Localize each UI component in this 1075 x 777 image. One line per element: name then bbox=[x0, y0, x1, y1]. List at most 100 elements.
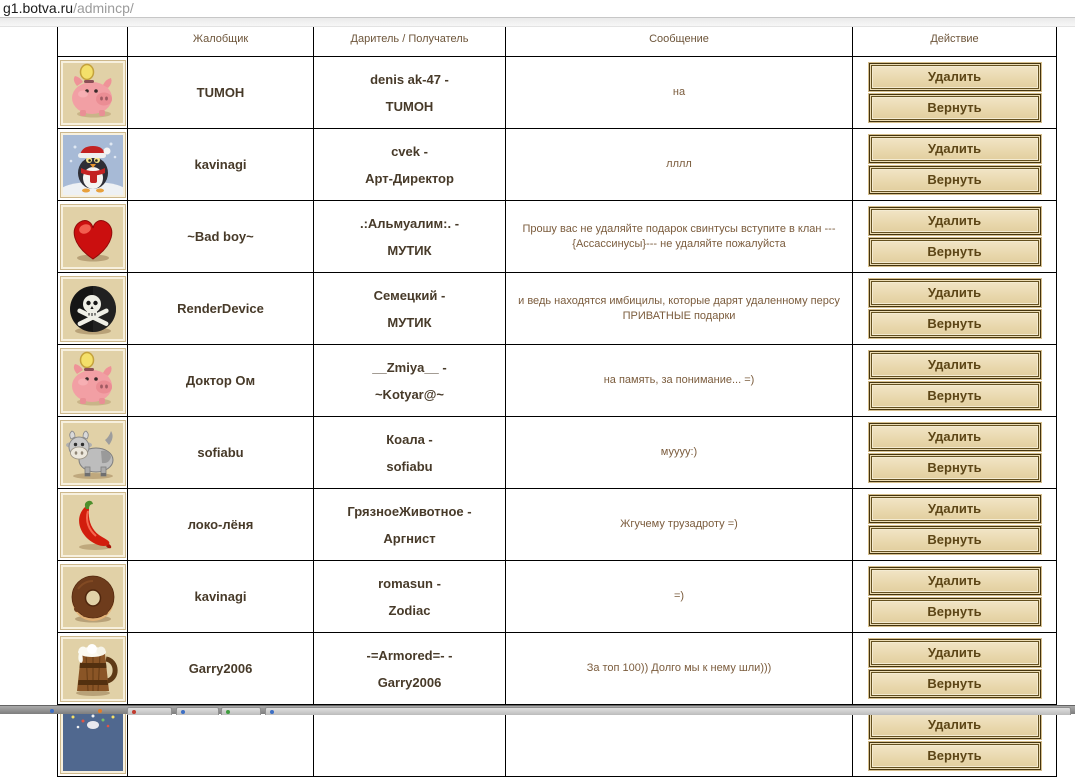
chili-pepper-icon bbox=[62, 494, 123, 555]
giver-name: -=Armored=- - bbox=[366, 647, 453, 663]
gift-image-frame bbox=[59, 707, 126, 774]
blue-app-icon bbox=[181, 710, 185, 714]
taskbar-button[interactable] bbox=[176, 707, 219, 715]
green-app-icon bbox=[226, 710, 230, 714]
orange-app-icon[interactable] bbox=[98, 709, 102, 713]
complainant-name bbox=[127, 704, 314, 777]
piggy-bank-icon bbox=[62, 62, 123, 123]
delete-button[interactable]: Удалить bbox=[868, 567, 1041, 595]
gift-image-frame bbox=[59, 563, 126, 630]
gift-image-frame bbox=[59, 275, 126, 342]
complaint-message: лллл bbox=[505, 128, 853, 201]
receiver-name: Garry2006 bbox=[377, 674, 442, 690]
delete-button[interactable]: Удалить bbox=[868, 207, 1041, 235]
complainant-name: Garry2006 bbox=[127, 632, 314, 705]
gift-image-frame bbox=[59, 131, 126, 198]
delete-button[interactable]: Удалить bbox=[868, 423, 1041, 451]
complaint-message: на память, за понимание... =) bbox=[505, 344, 853, 417]
giver-name: romasun - bbox=[378, 575, 441, 591]
complainant-name: kavinagi bbox=[127, 560, 314, 633]
receiver-name: Аргнист bbox=[383, 530, 436, 546]
giver-name: .:Альмуалим:. - bbox=[359, 215, 460, 231]
complaint-message: =) bbox=[505, 560, 853, 633]
receiver-name: МУТИК bbox=[387, 242, 432, 258]
return-button[interactable]: Вернуть bbox=[868, 94, 1041, 122]
url-host: g1.botva.ru bbox=[3, 0, 74, 16]
red-app-icon bbox=[132, 710, 136, 714]
complainant-name: локо-лёня bbox=[127, 488, 314, 561]
blue-app-icon bbox=[270, 710, 274, 714]
receiver-name: TUMOH bbox=[385, 98, 434, 114]
taskbar-button[interactable] bbox=[265, 707, 1071, 715]
return-button[interactable]: Вернуть bbox=[868, 310, 1041, 338]
windows-taskbar bbox=[0, 705, 1075, 715]
table-row: Garry2006 -=Armored=- - Garry2006 За топ… bbox=[57, 632, 1057, 705]
giver-name: __Zmiya__ - bbox=[372, 359, 447, 375]
cow-icon bbox=[62, 422, 123, 483]
complainant-name: sofiabu bbox=[127, 416, 314, 489]
delete-button[interactable]: Удалить bbox=[868, 711, 1041, 739]
complaint-message: Прошу вас не удаляйте подарок свинтусы в… bbox=[505, 200, 853, 273]
blue-app-icon[interactable] bbox=[50, 709, 54, 713]
complaints-table: Жалобщик Даритель / Получатель Сообщение… bbox=[57, 0, 1057, 777]
complainant-name: TUMOH bbox=[127, 56, 314, 129]
return-button[interactable]: Вернуть bbox=[868, 742, 1041, 770]
delete-button[interactable]: Удалить bbox=[868, 639, 1041, 667]
return-button[interactable]: Вернуть bbox=[868, 382, 1041, 410]
table-row: RenderDevice Семецкий - МУТИК и ведь нах… bbox=[57, 272, 1057, 345]
receiver-name: Арт-Директор bbox=[365, 170, 454, 186]
delete-button[interactable]: Удалить bbox=[868, 495, 1041, 523]
return-button[interactable]: Вернуть bbox=[868, 166, 1041, 194]
table-row: ~Bad boy~ .:Альмуалим:. - МУТИК Прошу ва… bbox=[57, 200, 1057, 273]
return-button[interactable]: Вернуть bbox=[868, 526, 1041, 554]
giver-name: cvek - bbox=[391, 143, 428, 159]
browser-chrome-edge bbox=[0, 17, 1075, 26]
page-url: g1.botva.ru/admincp/ bbox=[3, 0, 134, 16]
receiver-name: МУТИК bbox=[387, 314, 432, 330]
taskbar-button[interactable] bbox=[221, 707, 261, 715]
admin-complaints-panel: Жалобщик Даритель / Получатель Сообщение… bbox=[57, 0, 1057, 777]
url-path: /admincp/ bbox=[73, 0, 134, 16]
table-row: Удалить Вернуть bbox=[57, 704, 1057, 777]
heart-icon bbox=[62, 206, 123, 267]
gift-image-frame bbox=[59, 491, 126, 558]
complainant-name: RenderDevice bbox=[127, 272, 314, 345]
table-row: TUMOH denis ak-47 - TUMOH на Удалить Вер… bbox=[57, 56, 1057, 129]
table-row: Доктор Ом __Zmiya__ - ~Kotyar@~ на памят… bbox=[57, 344, 1057, 417]
table-row: kavinagi cvek - Арт-Директор лллл Удалит… bbox=[57, 128, 1057, 201]
piggy-bank-icon bbox=[62, 350, 123, 411]
gift-image-frame bbox=[59, 59, 126, 126]
receiver-name: ~Kotyar@~ bbox=[374, 386, 445, 402]
return-button[interactable]: Вернуть bbox=[868, 454, 1041, 482]
table-row: kavinagi romasun - Zodiac =) Удалить Вер… bbox=[57, 560, 1057, 633]
delete-button[interactable]: Удалить bbox=[868, 351, 1041, 379]
giver-name: Коала - bbox=[386, 431, 433, 447]
complaint-message: За топ 100)) Долго мы к нему шли))) bbox=[505, 632, 853, 705]
giver-name: Семецкий - bbox=[373, 287, 446, 303]
table-row: локо-лёня ГрязноеЖивотное - Аргнист Жгуч… bbox=[57, 488, 1057, 561]
donut-icon bbox=[62, 566, 123, 627]
delete-button[interactable]: Удалить bbox=[868, 135, 1041, 163]
delete-button[interactable]: Удалить bbox=[868, 63, 1041, 91]
gift-image-frame bbox=[59, 635, 126, 702]
delete-button[interactable]: Удалить bbox=[868, 279, 1041, 307]
taskbar-button[interactable] bbox=[127, 707, 172, 715]
complainant-name: Доктор Ом bbox=[127, 344, 314, 417]
receiver-name: sofiabu bbox=[386, 458, 433, 474]
night-sky-icon bbox=[62, 710, 123, 771]
complaint-message: Жгучему трузадроту =) bbox=[505, 488, 853, 561]
return-button[interactable]: Вернуть bbox=[868, 238, 1041, 266]
beer-mug-icon bbox=[62, 638, 123, 699]
complaint-message bbox=[505, 704, 853, 777]
receiver-name: Zodiac bbox=[388, 602, 431, 618]
return-button[interactable]: Вернуть bbox=[868, 670, 1041, 698]
gift-image-frame bbox=[59, 419, 126, 486]
table-row: sofiabu Коала - sofiabu муууу:) Удалить … bbox=[57, 416, 1057, 489]
complainant-name: kavinagi bbox=[127, 128, 314, 201]
return-button[interactable]: Вернуть bbox=[868, 598, 1041, 626]
gift-image-frame bbox=[59, 203, 126, 270]
browser-address-bar[interactable]: g1.botva.ru/admincp/ bbox=[0, 0, 1075, 17]
complaint-message: и ведь находятся имбицилы, которые дарят… bbox=[505, 272, 853, 345]
giver-name: ГрязноеЖивотное - bbox=[347, 503, 472, 519]
penguin-icon bbox=[62, 134, 123, 195]
